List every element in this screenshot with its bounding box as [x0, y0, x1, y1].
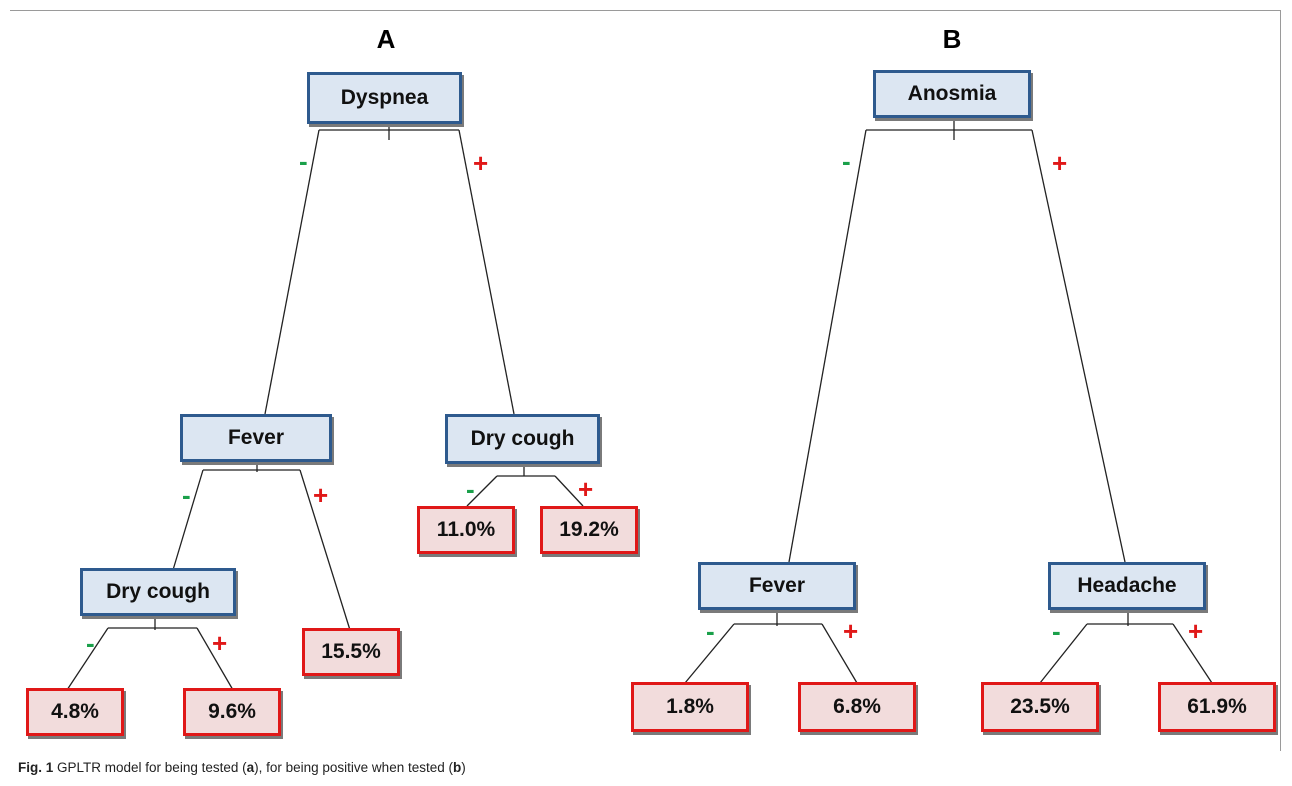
edge — [196, 627, 234, 691]
leaf-9-6: 9.6% — [183, 688, 281, 736]
node-anosmia: Anosmia — [873, 70, 1031, 118]
node-dry-cough-a-right: Dry cough — [445, 414, 600, 464]
edge — [299, 469, 351, 631]
node-dry-cough-a-left: Dry cough — [80, 568, 236, 616]
leaf-6-8: 6.8% — [798, 682, 916, 732]
negative-branch-sign: - — [182, 480, 191, 510]
negative-branch-sign: - — [1052, 616, 1061, 646]
negative-branch-sign: - — [842, 146, 851, 176]
leaf-61-9: 61.9% — [1158, 682, 1276, 732]
negative-branch-sign: - — [299, 146, 308, 176]
node-headache: Headache — [1048, 562, 1206, 610]
caption-panel-a: a — [246, 760, 255, 775]
positive-branch-sign: + — [473, 148, 489, 178]
negative-branch-sign: - — [466, 474, 475, 504]
positive-branch-sign: + — [212, 628, 228, 658]
node-fever-a: Fever — [180, 414, 332, 462]
edge — [264, 129, 320, 415]
caption-text: ) — [461, 760, 466, 775]
negative-branch-sign: - — [86, 628, 95, 658]
node-fever-b: Fever — [698, 562, 856, 610]
edge — [821, 623, 858, 684]
edge — [1039, 623, 1088, 684]
edge — [466, 475, 498, 507]
leaf-23-5: 23.5% — [981, 682, 1099, 732]
caption-panel-b: b — [452, 760, 462, 775]
leaf-15-5: 15.5% — [302, 628, 400, 676]
positive-branch-sign: + — [313, 480, 329, 510]
edge — [458, 129, 515, 415]
edge — [788, 129, 867, 563]
edge — [684, 623, 735, 684]
positive-branch-sign: + — [1188, 616, 1204, 646]
leaf-11-0: 11.0% — [417, 506, 515, 554]
edge — [554, 475, 584, 507]
caption-text: ), for being positive when tested ( — [254, 760, 453, 775]
figure-caption: Fig. 1 GPLTR model for being tested (a),… — [18, 760, 466, 775]
edge — [1172, 623, 1213, 684]
node-dyspnea: Dyspnea — [307, 72, 462, 124]
panel-label-b: B — [942, 24, 962, 54]
negative-branch-sign: - — [706, 616, 715, 646]
edge — [1031, 129, 1126, 563]
figure-label: Fig. 1 — [18, 760, 54, 775]
leaf-19-2: 19.2% — [540, 506, 638, 554]
positive-branch-sign: + — [578, 474, 594, 504]
edge — [66, 627, 109, 691]
positive-branch-sign: + — [1052, 148, 1068, 178]
leaf-1-8: 1.8% — [631, 682, 749, 732]
leaf-4-8: 4.8% — [26, 688, 124, 736]
positive-branch-sign: + — [843, 616, 859, 646]
caption-text: GPLTR model for being tested ( — [53, 760, 247, 775]
figure-frame — [10, 10, 1281, 751]
edge — [172, 469, 204, 571]
panel-label-a: A — [376, 24, 396, 54]
